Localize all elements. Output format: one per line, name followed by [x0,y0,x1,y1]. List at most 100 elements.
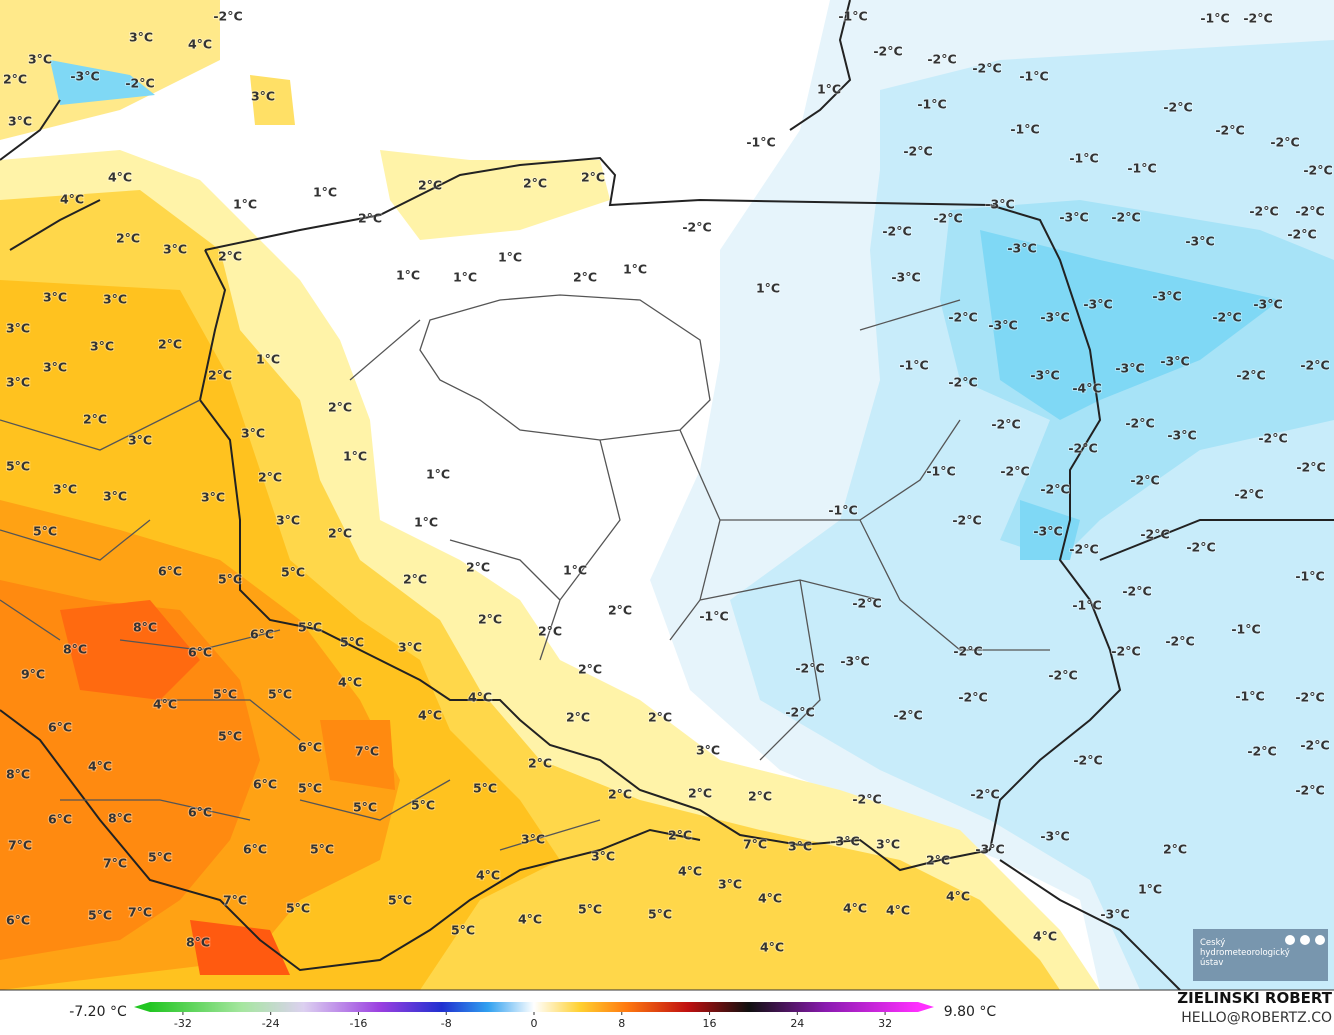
temp-label: -3°C [1059,210,1088,225]
temp-label: -2°C [785,705,814,720]
colorbar-tick-label: -32 [174,1017,192,1030]
temp-label: 2°C [3,72,27,87]
colorbar-tick-label: 8 [618,1017,625,1030]
temp-label: -3°C [891,270,920,285]
temp-label: -1°C [1127,161,1156,176]
temp-label: 2°C [208,368,232,383]
max-label: 9.80 °C [944,1004,997,1020]
temp-label: 4°C [758,891,782,906]
temp-label: 3°C [128,433,152,448]
temp-label: -3°C [1152,289,1181,304]
colorbar-tick-label: 0 [531,1017,538,1030]
temp-label: 6°C [48,720,72,735]
temp-label: 1°C [563,563,587,578]
colorbar-bar [150,1002,918,1012]
temp-label: -2°C [852,596,881,611]
temp-label: 5°C [268,687,292,702]
temp-label: 3°C [163,242,187,257]
temp-label: -2°C [991,417,1020,432]
temp-label: 2°C [258,470,282,485]
temp-label: 2°C [116,231,140,246]
temp-label: 2°C [578,662,602,677]
temp-label: 4°C [518,912,542,927]
temp-label: 1°C [313,185,337,200]
colorbar: -32 -24 -16 -8 0 8 16 24 32 [134,1002,934,1030]
colorbar-tick-label: 32 [878,1017,892,1030]
temp-label: 2°C [608,603,632,618]
temp-label: -1°C [1200,11,1229,26]
temp-label: -2°C [1069,542,1098,557]
temp-label: 3°C [276,513,300,528]
temp-label: 5°C [473,781,497,796]
temp-label: 1°C [426,467,450,482]
temp-label: -3°C [1040,829,1069,844]
temp-label: -2°C [1068,441,1097,456]
temp-label: 2°C [158,337,182,352]
temp-label: 4°C [886,903,910,918]
temp-label: -2°C [1300,358,1329,373]
temp-label: 2°C [403,572,427,587]
temp-label: 5°C [286,901,310,916]
temp-label: -3°C [840,654,869,669]
temp-label: -2°C [972,61,1001,76]
temp-label: 1°C [256,352,280,367]
temp-label: 4°C [418,708,442,723]
temp-label: 5°C [298,781,322,796]
temp-label: -1°C [828,503,857,518]
temp-label: -3°C [1167,428,1196,443]
temp-label: -3°C [1253,297,1282,312]
temp-label: -2°C [1215,123,1244,138]
temp-label: 1°C [233,197,257,212]
temp-label: -2°C [952,513,981,528]
temp-label: -1°C [899,358,928,373]
min-label: -7.20 °C [69,1004,127,1020]
temp-label: 6°C [250,627,274,642]
colorbar-tick-label: 16 [703,1017,717,1030]
temp-label: -3°C [830,834,859,849]
temp-label: 5°C [218,572,242,587]
temp-label: 3°C [241,426,265,441]
temp-label: 6°C [188,645,212,660]
temp-label: 9°C [21,667,45,682]
temp-label: 2°C [418,178,442,193]
temp-label: -2°C [893,708,922,723]
temp-label: 5°C [648,907,672,922]
temp-label: 5°C [310,842,334,857]
temp-label: -2°C [1296,460,1325,475]
temp-label: 3°C [28,52,52,67]
temp-label: -3°C [1007,241,1036,256]
temp-label: 4°C [678,864,702,879]
contact: HELLO@ROBERTZ.CO [1181,1010,1332,1026]
temp-label: -2°C [1247,744,1276,759]
temp-label: -1°C [1235,689,1264,704]
temp-label: 4°C [843,901,867,916]
temp-label: -2°C [882,224,911,239]
temp-label: 6°C [6,913,30,928]
temp-label: -3°C [975,842,1004,857]
temp-label: 4°C [468,690,492,705]
temp-label: -2°C [1300,738,1329,753]
temp-label: -2°C [1165,634,1194,649]
temp-label: -2°C [933,211,962,226]
temp-label: 2°C [528,756,552,771]
temp-label: 3°C [201,490,225,505]
temp-label: -2°C [948,310,977,325]
temp-label: 3°C [43,290,67,305]
temp-label: -2°C [1111,644,1140,659]
temp-label: 3°C [696,743,720,758]
temp-label: 4°C [946,889,970,904]
temp-label: 2°C [83,412,107,427]
temp-label: -3°C [1100,907,1129,922]
temp-label: -2°C [1073,753,1102,768]
temp-label: 5°C [6,459,30,474]
temp-label: 2°C [566,710,590,725]
temp-label: 8°C [186,935,210,950]
temp-label: 2°C [668,828,692,843]
temp-label: -1°C [1019,69,1048,84]
temp-label: 4°C [60,192,84,207]
temp-label: 1°C [498,250,522,265]
temp-label: -3°C [988,318,1017,333]
temp-label: 4°C [88,759,112,774]
temp-label: -1°C [917,97,946,112]
temp-label: 7°C [355,744,379,759]
